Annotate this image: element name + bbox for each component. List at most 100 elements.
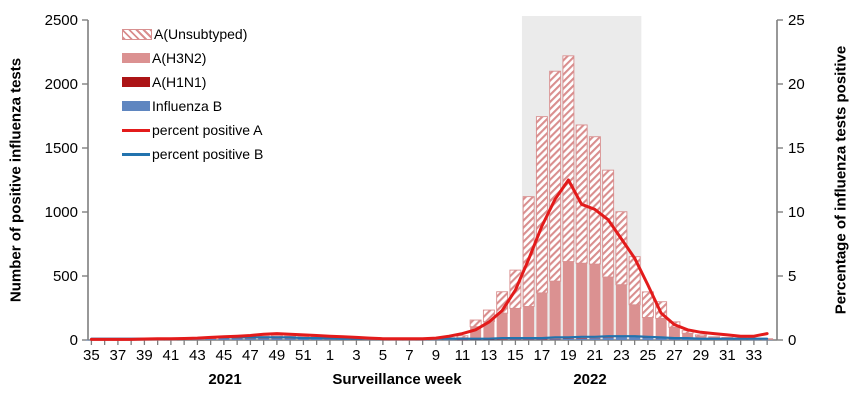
bar-segment-influenza-b bbox=[642, 337, 654, 340]
a-h3n2-swatch bbox=[122, 53, 150, 63]
y-left-tick-label: 2500 bbox=[45, 12, 78, 29]
bar-segment-a-h1n1- bbox=[456, 339, 468, 341]
influenza-b-swatch bbox=[122, 101, 150, 111]
y-right-tick-label: 0 bbox=[788, 332, 796, 349]
year-label-2022: 2022 bbox=[573, 371, 607, 388]
bar-segment-a-unsubtyped- bbox=[549, 70, 562, 282]
bar-segment-influenza-b bbox=[205, 338, 217, 340]
bar-segment-a-h3n2- bbox=[589, 264, 601, 338]
legend-item-percent-positive-b: percent positive B bbox=[122, 142, 263, 166]
y-left-tick-label: 0 bbox=[70, 332, 78, 349]
bar-segment-influenza-b bbox=[536, 339, 548, 340]
x-tick-label: 47 bbox=[242, 347, 259, 364]
bar-segment-influenza-b bbox=[509, 339, 521, 340]
bar-segment-influenza-b bbox=[244, 338, 256, 340]
bar-segment-a-h3n2- bbox=[642, 317, 654, 338]
bar-segment-influenza-b bbox=[324, 339, 336, 340]
x-tick-label: 15 bbox=[507, 347, 524, 364]
bar-segment-a-h1n1- bbox=[549, 338, 561, 340]
legend-item-a-unsubtyped: A(Unsubtyped) bbox=[122, 22, 263, 46]
bar-segment-a-h3n2- bbox=[509, 308, 521, 340]
bar-segment-a-h3n2- bbox=[562, 261, 574, 339]
bar-segment-influenza-b bbox=[629, 336, 641, 340]
legend-label: A(H1N1) bbox=[152, 74, 207, 90]
bar-segment-a-h3n2- bbox=[523, 306, 535, 340]
year-label-2021: 2021 bbox=[208, 371, 242, 388]
bar-segment-a-unsubtyped- bbox=[708, 336, 721, 339]
bar-segment-influenza-b bbox=[602, 337, 614, 340]
bar-segment-influenza-b bbox=[430, 339, 442, 341]
percent-positive-b-line-swatch bbox=[122, 152, 150, 156]
bar-segment-influenza-b bbox=[615, 336, 627, 340]
x-tick-label: 11 bbox=[455, 347, 471, 364]
x-tick-label: 5 bbox=[379, 347, 387, 364]
bar-segment-influenza-b bbox=[271, 338, 283, 340]
legend-label: percent positive B bbox=[152, 146, 264, 162]
x-tick-label: 43 bbox=[189, 347, 206, 364]
x-tick-label: 21 bbox=[587, 347, 604, 364]
y-left-tick-label: 2000 bbox=[45, 76, 78, 93]
legend: A(Unsubtyped) A(H3N2) A(H1N1) Influenza … bbox=[122, 22, 263, 166]
bar-segment-influenza-b bbox=[682, 338, 694, 340]
bar-segment-influenza-b bbox=[576, 338, 588, 340]
bar-segment-influenza-b bbox=[735, 339, 747, 341]
y-right-tick-label: 15 bbox=[788, 140, 805, 157]
y-left-axis-title: Number of positive influenza tests bbox=[7, 57, 25, 303]
legend-label: A(H3N2) bbox=[152, 50, 207, 66]
y-right-tick-label: 10 bbox=[788, 204, 805, 221]
bar-segment-a-h3n2- bbox=[602, 277, 614, 338]
bar-segment-a-unsubtyped- bbox=[469, 319, 482, 328]
bar-segment-influenza-b bbox=[284, 338, 296, 340]
bar-segment-a-h3n2- bbox=[549, 281, 561, 339]
percent-positive-a-line bbox=[89, 178, 769, 341]
bar-segment-a-unsubtyped- bbox=[575, 124, 588, 264]
bar-segment-influenza-b bbox=[748, 339, 760, 341]
bar-segment-a-unsubtyped- bbox=[602, 169, 615, 278]
bar-segment-a-h1n1- bbox=[536, 338, 548, 340]
bar-segment-a-unsubtyped- bbox=[615, 211, 628, 286]
x-tick-label: 31 bbox=[719, 347, 736, 364]
x-tick-label: 1 bbox=[326, 347, 334, 364]
a-unsubtyped-hatch-swatch bbox=[122, 28, 152, 40]
bar-segment-influenza-b bbox=[721, 339, 733, 341]
bar-segment-influenza-b bbox=[258, 338, 270, 340]
x-tick-label: 37 bbox=[110, 347, 127, 364]
legend-label: A(Unsubtyped) bbox=[154, 26, 248, 42]
legend-label: Influenza B bbox=[152, 98, 223, 114]
bar-segment-a-unsubtyped- bbox=[456, 335, 469, 339]
legend-item-a-h3n2: A(H3N2) bbox=[122, 46, 263, 70]
bar-segment-influenza-b bbox=[311, 338, 323, 340]
bar-segment-a-h3n2- bbox=[668, 327, 680, 339]
bar-segment-a-h3n2- bbox=[655, 318, 667, 338]
bar-segment-a-h1n1- bbox=[509, 339, 521, 340]
a-h1n1-swatch bbox=[122, 77, 150, 87]
y-right-tick-label: 5 bbox=[788, 268, 796, 285]
y-right-axis-title: Percentage of influenza tests positive bbox=[832, 45, 850, 315]
bar-segment-influenza-b bbox=[589, 338, 601, 340]
bar-segment-influenza-b bbox=[655, 338, 667, 340]
bar-segment-a-h3n2- bbox=[470, 326, 482, 340]
x-tick-label: 39 bbox=[136, 347, 153, 364]
x-tick-label: 19 bbox=[560, 347, 577, 364]
x-tick-label: 33 bbox=[746, 347, 763, 364]
x-tick-label: 41 bbox=[163, 347, 180, 364]
legend-item-influenza-b: Influenza B bbox=[122, 94, 263, 118]
bar-segment-a-h3n2- bbox=[629, 304, 641, 337]
bar-segment-a-h1n1- bbox=[589, 337, 601, 339]
bar-segment-influenza-b bbox=[191, 339, 203, 340]
legend-item-a-h1n1: A(H1N1) bbox=[122, 70, 263, 94]
bar-segment-influenza-b bbox=[443, 339, 455, 341]
x-tick-label: 49 bbox=[269, 347, 286, 364]
y-right-tick-label: 20 bbox=[788, 76, 805, 93]
legend-label: percent positive A bbox=[152, 122, 263, 138]
y-left-tick-label: 1500 bbox=[45, 140, 78, 157]
bar-segment-influenza-b bbox=[668, 338, 680, 340]
bar-segment-a-unsubtyped- bbox=[641, 291, 654, 318]
bar-segment-a-h1n1- bbox=[523, 339, 535, 340]
y-left-tick-label: 1000 bbox=[45, 204, 78, 221]
bar-segment-influenza-b bbox=[523, 339, 535, 340]
bar-segment-a-h1n1- bbox=[576, 338, 588, 339]
bar-segment-a-unsubtyped- bbox=[694, 334, 707, 337]
